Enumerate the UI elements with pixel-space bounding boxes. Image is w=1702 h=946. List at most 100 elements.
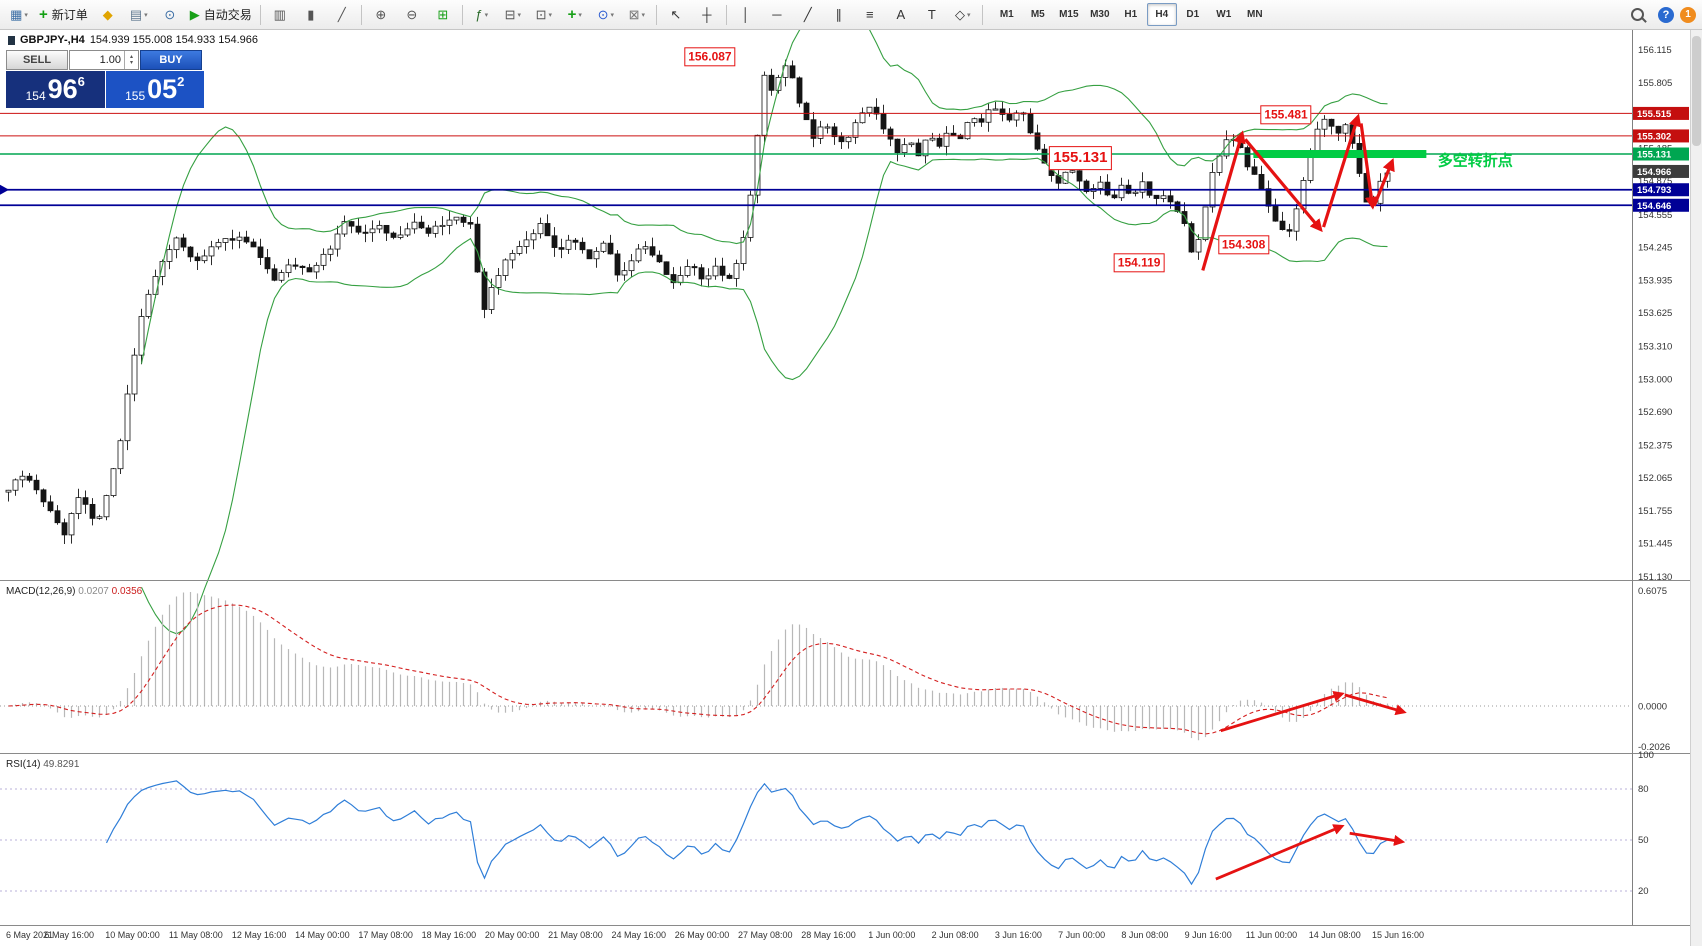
trend-arrow [1349, 831, 1406, 846]
tile-windows-button[interactable]: ⊞ [428, 2, 458, 28]
svg-text:154.793: 154.793 [1637, 185, 1671, 196]
mail-button[interactable]: ⊠ ▾ [622, 2, 652, 28]
objects-list-icon: ⊟ [504, 7, 516, 22]
timeframe-M15[interactable]: M15 [1059, 9, 1079, 20]
otc-price-row: 154 96 6 155 05 2 [6, 71, 204, 108]
lot-size-field[interactable]: 1.00 ▴ ▾ [69, 50, 139, 70]
autotrade-button[interactable]: ▶ 自动交易 [186, 2, 256, 28]
objects-list-button[interactable]: ⊟ ▾ [498, 2, 528, 28]
line-chart-icon: ╱ [337, 7, 346, 22]
add-indicator-button[interactable]: + ▾ [560, 2, 590, 28]
toolbar-separator [725, 4, 727, 25]
label-button[interactable]: T [917, 2, 947, 28]
chart-profiles-button[interactable]: ▤ ▾ [124, 2, 154, 28]
indicators-icon: ƒ [475, 7, 483, 22]
vertical-line-button[interactable]: │ [731, 2, 761, 28]
metaeditor-button[interactable]: ◆ [93, 2, 123, 28]
rsi-name: RSI(14) [6, 759, 41, 770]
bollinger-upper [140, 30, 1388, 364]
sell-price-tile[interactable]: 154 96 6 [6, 71, 105, 108]
line-chart-button[interactable]: ╱ [327, 2, 357, 28]
timeframe-M5[interactable]: M5 [1030, 9, 1045, 20]
horizontal-line-button[interactable]: ─ [762, 2, 792, 28]
trend-arrow [1344, 693, 1407, 716]
text-icon: A [896, 7, 906, 22]
pivot-text-label[interactable]: 多空转折点 [1437, 152, 1513, 170]
fibonacci-button[interactable]: ≡ [855, 2, 885, 28]
chevron-down-icon: ▾ [144, 11, 148, 19]
price-annotation[interactable]: 154.308 [1217, 235, 1270, 255]
data-window-button[interactable]: ⊙ [155, 2, 185, 28]
scrollbar-thumb[interactable] [1692, 36, 1701, 146]
price-annotation[interactable]: 156.087 [684, 47, 736, 67]
ohlc-values: 154.939 155.008 154.933 154.966 [89, 34, 259, 46]
svg-text:151.445: 151.445 [1638, 539, 1672, 550]
add-indicator-icon: + [567, 6, 577, 23]
timeframe-H4[interactable]: H4 [1146, 3, 1177, 26]
channel-button[interactable]: ∥ [824, 2, 854, 28]
chart-icon [8, 35, 15, 45]
lot-down-icon[interactable]: ▾ [129, 60, 133, 66]
svg-text:151.130: 151.130 [1638, 572, 1672, 583]
price-chart[interactable]: 156.115155.805155.495155.185154.875154.5… [0, 30, 1690, 946]
timeframe-MN[interactable]: MN [1247, 9, 1263, 20]
svg-text:153.310: 153.310 [1638, 341, 1672, 352]
trend-arrow [1220, 690, 1345, 733]
toolbar-separator [981, 4, 983, 25]
search-icon [1630, 8, 1644, 21]
timeframe-M1[interactable]: M1 [999, 9, 1014, 20]
svg-text:154.245: 154.245 [1638, 243, 1672, 254]
chevron-down-icon: ▾ [517, 11, 521, 19]
shapes-button[interactable]: ◇ ▾ [948, 2, 978, 28]
templates-icon: ⊡ [535, 7, 547, 22]
help-button[interactable]: ? [1658, 6, 1674, 23]
svg-text:6 May 16:00: 6 May 16:00 [45, 930, 95, 940]
chart-profiles-icon: ▤ [129, 7, 143, 22]
price-annotation[interactable]: 155.481 [1260, 105, 1312, 125]
macd-name: MACD(12,26,9) [6, 586, 76, 597]
periods-button[interactable]: ⊙ ▾ [591, 2, 621, 28]
svg-text:15 Jun 16:00: 15 Jun 16:00 [1372, 930, 1424, 940]
price-tag [1633, 129, 1689, 143]
timeframe-H1[interactable]: H1 [1124, 9, 1138, 20]
svg-text:80: 80 [1638, 784, 1649, 795]
candlestick-chart-button[interactable]: ▮ [296, 2, 326, 28]
lot-spinner[interactable]: ▴ ▾ [124, 51, 138, 69]
svg-text:9 Jun 16:00: 9 Jun 16:00 [1185, 930, 1232, 940]
timeframe-W1[interactable]: W1 [1216, 9, 1232, 20]
pivot-highlight-bar [1253, 150, 1427, 159]
search-button[interactable] [1622, 2, 1652, 28]
trendline-button[interactable]: ╱ [793, 2, 823, 28]
svg-text:2 Jun 08:00: 2 Jun 08:00 [932, 930, 979, 940]
lot-up-icon[interactable]: ▴ [129, 54, 133, 60]
sell-button[interactable]: SELL [6, 50, 68, 70]
bar-chart-button[interactable]: ▥ [265, 2, 295, 28]
indicators-button[interactable]: ƒ ▾ [467, 2, 497, 28]
svg-text:3 Jun 16:00: 3 Jun 16:00 [995, 930, 1042, 940]
svg-text:50: 50 [1638, 835, 1649, 846]
price-annotation[interactable]: 154.119 [1113, 253, 1165, 273]
zoom-in-button[interactable]: ⊕ [366, 2, 396, 28]
timeframe-D1[interactable]: D1 [1186, 9, 1200, 20]
buy-price-prefix: 155 [125, 89, 146, 103]
toolbar: ▦ ▾ + 新订单 ◆ ▤ ▾ ⊙ ▶ 自动交易 ▥ ▮ ╱ ⊕ ⊖ ⊞ ƒ ▾ ⊟ ▾ ⊡ ▾ + ▾ ⊙ ▾ ⊠ ▾ ↖ ┼ │ ─ ╱ ∥ ≡… [0, 0, 1702, 30]
templates-button[interactable]: ⊡ ▾ [529, 2, 559, 28]
zoom-out-button[interactable]: ⊖ [397, 2, 427, 28]
macd-signal-value: 0.0356 [111, 586, 143, 597]
timeframe-M30[interactable]: M30 [1090, 9, 1110, 20]
trend-arrow [1372, 157, 1395, 207]
buy-price-tile[interactable]: 155 05 2 [105, 71, 204, 108]
price-annotation[interactable]: 155.131 [1049, 146, 1112, 171]
chart-window-button[interactable]: ▦ ▾ [4, 2, 34, 28]
notification-badge[interactable]: 1 [1680, 6, 1696, 23]
new-order-button[interactable]: + 新订单 [35, 2, 92, 28]
cursor-icon: ↖ [670, 7, 682, 22]
text-button[interactable]: A [886, 2, 916, 28]
crosshair-button[interactable]: ┼ [692, 2, 722, 28]
buy-button[interactable]: BUY [140, 50, 202, 70]
svg-text:20 May 00:00: 20 May 00:00 [485, 930, 540, 940]
vertical-scrollbar[interactable] [1690, 30, 1702, 946]
cursor-button[interactable]: ↖ [661, 2, 691, 28]
rsi-value: 49.8291 [43, 759, 80, 770]
candles [5, 59, 1391, 544]
